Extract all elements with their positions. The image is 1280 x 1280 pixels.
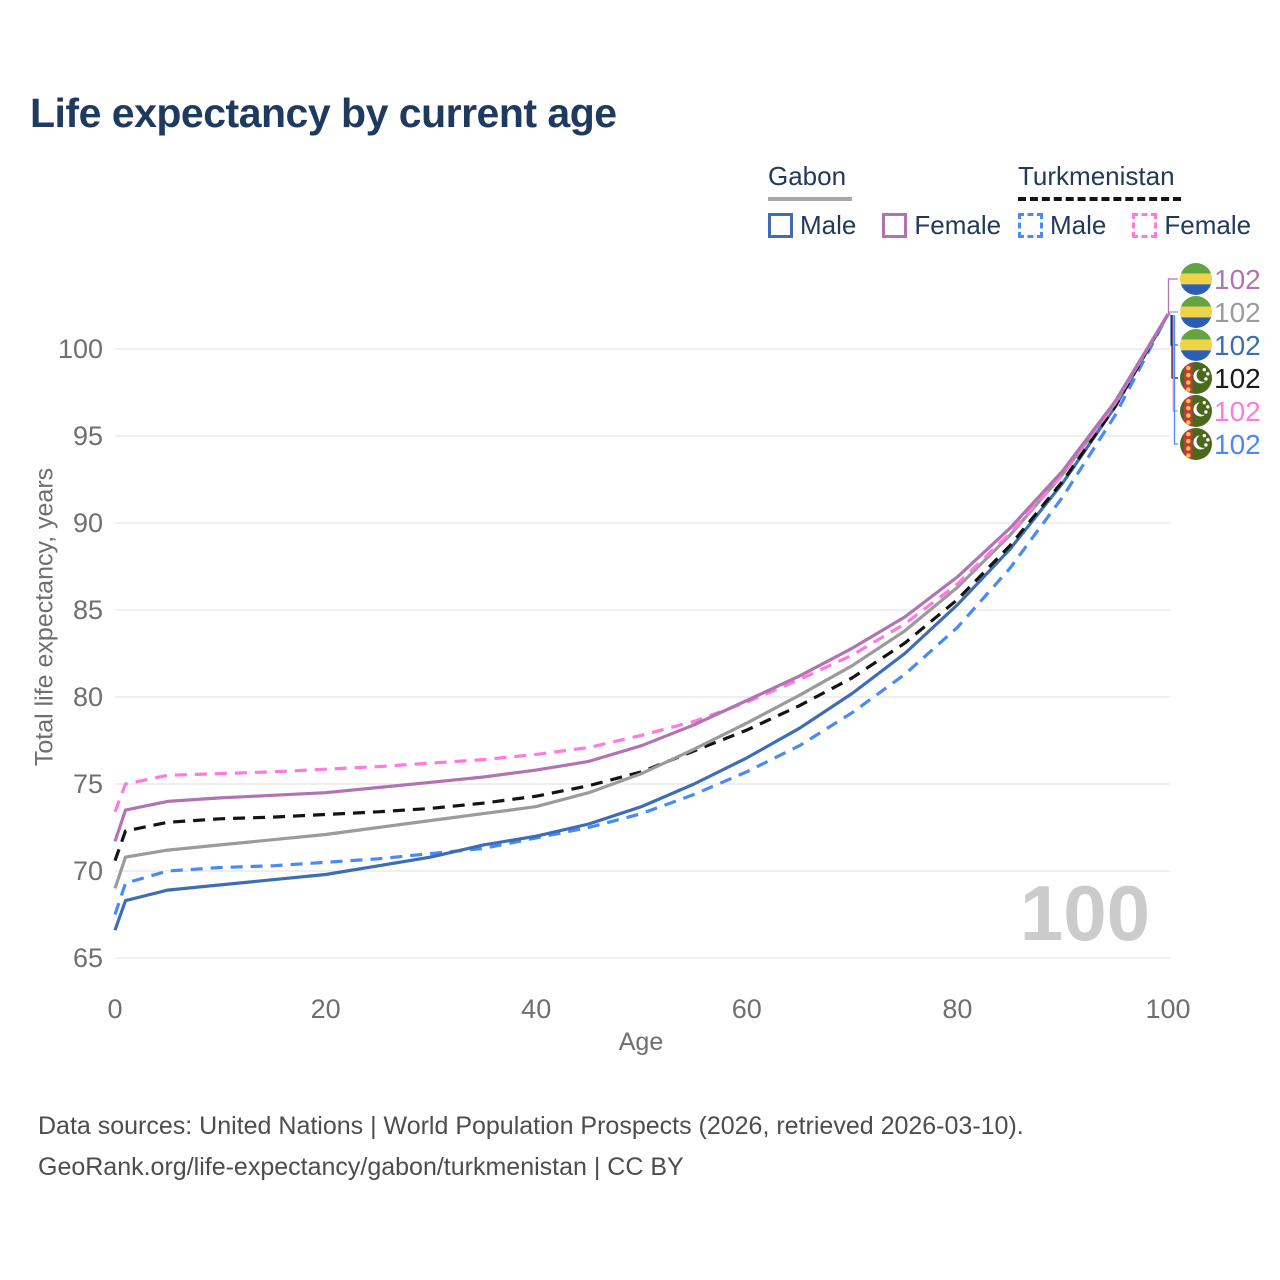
end-value-label-turkmenistan-overall: 102 bbox=[1214, 363, 1261, 394]
y-tick-label: 100 bbox=[58, 334, 103, 364]
legend-item-gabon-female[interactable]: Female bbox=[882, 210, 1001, 241]
end-label-connector-turkmenistan-female bbox=[1172, 315, 1178, 412]
legend-item-turkmenistan-male[interactable]: Male bbox=[1018, 210, 1106, 241]
watermark-age-counter: 100 bbox=[1020, 869, 1150, 957]
end-value-label-turkmenistan-male: 102 bbox=[1214, 429, 1261, 460]
end-value-label-gabon-overall: 102 bbox=[1214, 297, 1261, 328]
legend-swatch-male bbox=[768, 213, 793, 238]
y-tick-label: 95 bbox=[73, 421, 103, 451]
legend-group-turkmenistan: Turkmenistan Male Female bbox=[1018, 161, 1251, 241]
legend-swatch-female bbox=[882, 213, 908, 238]
x-tick-label: 60 bbox=[732, 994, 762, 1024]
legend-item-turkmenistan-female[interactable]: Female bbox=[1132, 210, 1251, 241]
end-label-connector-gabon-overall bbox=[1169, 311, 1178, 315]
legend-group-gabon: Gabon Male Female bbox=[768, 161, 1001, 241]
series-line-turkmenistan-female[interactable] bbox=[113, 313, 1170, 813]
x-tick-label: 20 bbox=[311, 994, 341, 1024]
gabon-flag-icon bbox=[1180, 296, 1212, 328]
x-tick-label: 0 bbox=[107, 994, 122, 1024]
gridlines: 65 70 75 80 85 90 95 100 0 20 40 60 80 100 bbox=[58, 334, 1191, 1024]
series-lines bbox=[113, 313, 1170, 931]
legend-label: Female bbox=[914, 210, 1002, 240]
turkmenistan-flag-icon bbox=[1180, 395, 1212, 427]
series-line-turkmenistan-male[interactable] bbox=[113, 313, 1170, 916]
y-tick-label: 85 bbox=[73, 595, 103, 625]
legend-label: Female bbox=[1164, 210, 1252, 240]
y-tick-label: 65 bbox=[73, 943, 103, 973]
end-value-label-turkmenistan-female: 102 bbox=[1214, 396, 1261, 427]
end-label-connector-turkmenistan-overall bbox=[1171, 315, 1178, 379]
legend-swatch-male bbox=[1018, 213, 1043, 238]
turkmenistan-flag-icon bbox=[1180, 428, 1212, 460]
end-value-label-gabon-female: 102 bbox=[1214, 264, 1261, 295]
x-axis-title: Age bbox=[619, 1028, 663, 1056]
series-line-gabon-overall[interactable] bbox=[113, 313, 1170, 889]
series-line-gabon-male[interactable] bbox=[113, 313, 1170, 931]
end-label-connector-gabon-male bbox=[1170, 315, 1178, 346]
legend-country-gabon[interactable]: Gabon bbox=[768, 161, 853, 201]
legend-item-gabon-male[interactable]: Male bbox=[768, 210, 856, 241]
y-tick-label: 80 bbox=[73, 682, 103, 712]
legend-label: Male bbox=[1050, 210, 1107, 240]
x-tick-label: 80 bbox=[942, 994, 972, 1024]
y-tick-label: 90 bbox=[73, 508, 103, 538]
series-line-turkmenistan-overall[interactable] bbox=[113, 313, 1170, 862]
legend-label: Male bbox=[800, 210, 857, 240]
legend-country-turkmenistan[interactable]: Turkmenistan bbox=[1018, 161, 1181, 201]
x-tick-label: 100 bbox=[1145, 994, 1190, 1024]
end-label-connector-turkmenistan-male bbox=[1173, 315, 1178, 445]
footer-attribution: Data sources: United Nations | World Pop… bbox=[38, 1106, 1024, 1188]
gabon-flag-icon bbox=[1180, 329, 1212, 361]
y-tick-label: 75 bbox=[73, 769, 103, 799]
end-label-connector-gabon-female bbox=[1167, 278, 1178, 315]
turkmenistan-flag-icon bbox=[1180, 362, 1212, 394]
page-title: Life expectancy by current age bbox=[30, 90, 617, 136]
series-line-gabon-female[interactable] bbox=[113, 313, 1170, 842]
x-tick-label: 40 bbox=[521, 994, 551, 1024]
legend-swatch-female bbox=[1132, 213, 1158, 238]
y-tick-label: 70 bbox=[73, 856, 103, 886]
footer-url[interactable]: GeoRank.org/life-expectancy/gabon/turkme… bbox=[38, 1153, 684, 1181]
end-value-label-gabon-male: 102 bbox=[1214, 330, 1261, 361]
footer-data-sources: Data sources: United Nations | World Pop… bbox=[38, 1112, 1024, 1140]
gabon-flag-icon bbox=[1180, 263, 1212, 295]
